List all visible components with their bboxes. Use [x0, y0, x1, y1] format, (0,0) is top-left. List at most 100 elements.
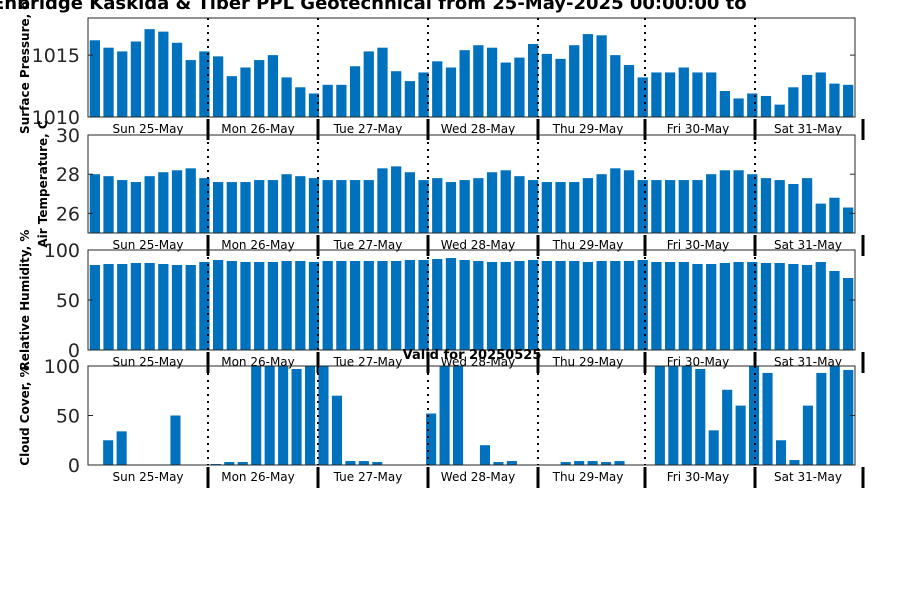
bar-p1-30 — [500, 62, 511, 117]
bar-p1-23 — [404, 81, 415, 117]
bar-p1-29 — [486, 47, 498, 118]
bar-p3-23 — [404, 260, 415, 350]
bar-p1-39 — [623, 65, 635, 117]
ylabel-p2: Air Temperature, C — [36, 120, 50, 248]
bar-p2-35 — [569, 182, 580, 233]
bar-p1-20 — [363, 51, 374, 117]
ytick-label-p3-0: 0 — [68, 340, 80, 362]
bar-p2-31 — [514, 176, 525, 233]
bar-p1-7 — [185, 60, 196, 117]
ytick-label-p4-0: 0 — [68, 455, 80, 477]
ytick-label-p2-1: 28 — [56, 164, 80, 186]
bar-p1-36 — [582, 34, 594, 118]
bar-p2-8 — [199, 178, 210, 233]
bar-p2-6 — [171, 170, 183, 233]
bar-p3-44 — [692, 264, 703, 350]
bar-p3-1 — [103, 264, 114, 350]
bar-p3-13 — [267, 262, 279, 350]
bar-p2-55 — [843, 207, 854, 233]
bar-p1-24 — [418, 72, 429, 117]
bar-p3-37 — [596, 261, 607, 350]
bar-p3-7 — [185, 265, 196, 350]
bar-p2-51 — [788, 184, 799, 233]
bar-p4-26 — [439, 366, 450, 465]
bar-p1-32 — [528, 43, 539, 117]
day-label-p4-2: Tue 27-May — [333, 470, 403, 484]
bar-p2-12 — [254, 180, 265, 233]
bar-p3-10 — [226, 261, 237, 350]
bar-p1-52 — [801, 74, 813, 117]
day-label-p3-0: Sun 25-May — [112, 355, 183, 369]
bar-p1-2 — [117, 51, 128, 117]
day-label-p1-0: Sun 25-May — [112, 122, 183, 136]
bar-p2-5 — [158, 172, 169, 233]
bar-p1-34 — [555, 58, 566, 117]
bar-p3-33 — [541, 261, 552, 350]
bar-p3-12 — [254, 262, 265, 350]
bar-p3-47 — [733, 262, 744, 350]
bar-p2-45 — [706, 174, 717, 233]
bar-p2-11 — [240, 182, 251, 233]
day-label-p4-5: Fri 30-May — [667, 470, 730, 484]
bar-p1-27 — [459, 50, 470, 117]
bar-p4-14 — [278, 366, 289, 465]
plot-frame-1 — [87, 17, 856, 118]
bar-p2-46 — [719, 170, 731, 233]
bar-p3-31 — [514, 261, 525, 350]
bar-p4-43 — [668, 366, 679, 465]
bar-p1-13 — [267, 55, 279, 118]
bar-p2-2 — [117, 180, 128, 233]
bar-p3-16 — [308, 262, 320, 350]
bar-p4-38 — [601, 462, 612, 465]
ytick-label-p1-0: 1010 — [32, 107, 80, 129]
bar-p1-38 — [610, 55, 621, 118]
bar-p1-14 — [281, 77, 292, 117]
bar-p2-54 — [829, 197, 840, 233]
bar-p2-4 — [144, 176, 155, 233]
bar-p3-49 — [760, 263, 772, 350]
bar-p1-17 — [322, 84, 333, 117]
figure-title: Enbridge Kaskida & Tiber PPL Geotechnica… — [0, 0, 747, 14]
ytick-label-p2-0: 26 — [56, 203, 80, 225]
bar-p2-19 — [349, 180, 361, 233]
bar-p1-3 — [130, 41, 142, 118]
bar-p2-1 — [103, 176, 114, 233]
bar-p3-51 — [788, 264, 799, 350]
ylabel-p3: Relative Humidity, % — [18, 230, 32, 371]
bar-p4-45 — [695, 368, 706, 465]
ytick-label-p3-1: 50 — [56, 290, 80, 312]
bar-p2-37 — [596, 174, 607, 233]
bar-p2-47 — [733, 170, 744, 233]
day-label-p1-6: Sat 31-May — [774, 122, 842, 136]
bar-p1-40 — [637, 77, 648, 117]
day-label-p2-6: Sat 31-May — [774, 238, 842, 252]
ylabel-p4: Cloud Cover, % — [18, 365, 32, 465]
bar-p2-34 — [555, 182, 566, 233]
bar-p4-29 — [479, 445, 490, 465]
bar-p4-17 — [318, 366, 329, 465]
bar-p3-19 — [349, 261, 361, 350]
bar-p3-42 — [664, 262, 676, 350]
bar-p1-44 — [692, 72, 703, 117]
bar-p3-9 — [212, 260, 224, 350]
bar-p1-42 — [664, 72, 676, 117]
bar-p1-5 — [158, 31, 169, 117]
ytick-label-p4-2: 100 — [44, 356, 80, 378]
bar-p3-30 — [500, 262, 511, 350]
bar-p3-24 — [418, 260, 429, 350]
bar-p3-20 — [363, 261, 374, 350]
bar-p3-54 — [829, 271, 840, 350]
bar-p4-15 — [291, 368, 302, 465]
day-label-p4-0: Sun 25-May — [112, 470, 183, 484]
bar-p3-26 — [445, 258, 457, 350]
bar-p1-25 — [432, 61, 443, 117]
bar-p2-14 — [281, 174, 292, 233]
bar-p4-46 — [708, 430, 719, 465]
bar-p2-13 — [267, 180, 279, 233]
day-label-p3-4: Thu 29-May — [552, 355, 624, 369]
bar-p3-15 — [295, 261, 306, 350]
bar-p2-38 — [610, 168, 621, 233]
bar-p4-37 — [587, 461, 598, 465]
